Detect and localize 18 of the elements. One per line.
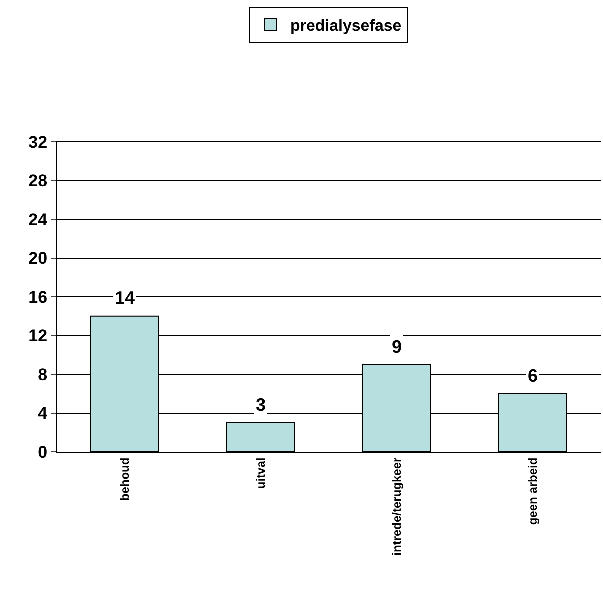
x-tick-label: intrede/terugkeer	[390, 457, 404, 556]
data-label: 14	[115, 288, 136, 308]
x-tick-label: behoud	[118, 458, 132, 502]
data-label: 6	[528, 366, 538, 386]
y-tick-label: 24	[28, 210, 48, 230]
y-tick-label: 8	[38, 365, 48, 384]
y-tick-label: 12	[28, 326, 48, 346]
y-tick-label: 4	[38, 404, 48, 424]
legend-label: predialysefase	[290, 18, 402, 35]
y-tick-label: 16	[28, 288, 48, 307]
y-tick-label: 0	[38, 442, 48, 462]
data-label: 3	[256, 395, 266, 415]
y-tick-label: 32	[28, 132, 48, 152]
data-label: 9	[392, 337, 402, 357]
x-tick-label: uitval	[254, 458, 268, 490]
y-tick-label: 28	[28, 172, 48, 191]
y-tick-label: 20	[28, 249, 48, 268]
x-tick-label: geen arbeid	[526, 458, 540, 526]
